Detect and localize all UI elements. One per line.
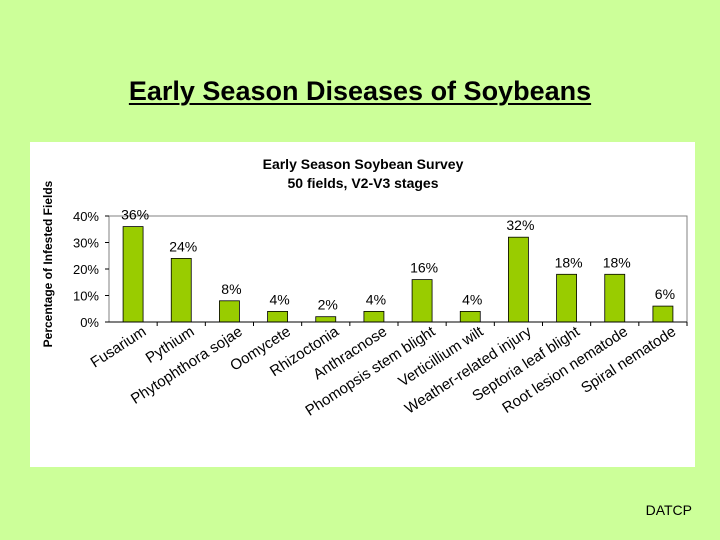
bar xyxy=(508,236,529,323)
bar xyxy=(556,273,577,323)
slide-title: Early Season Diseases of Soybeans xyxy=(128,76,592,106)
y-tick-label: 30% xyxy=(73,236,99,251)
y-axis-label: Percentage of Infested Fields xyxy=(41,180,55,347)
y-tick-label: 20% xyxy=(73,262,99,277)
bar xyxy=(459,310,481,323)
data-label: 4% xyxy=(366,291,386,307)
data-label: 32% xyxy=(506,217,534,233)
category-label: Fusarium xyxy=(88,323,150,371)
bar xyxy=(122,226,144,323)
data-label: 18% xyxy=(555,254,583,270)
footer-credit: DATCP xyxy=(645,502,692,518)
bar xyxy=(363,310,385,323)
bar xyxy=(652,305,674,323)
data-label: 2% xyxy=(318,297,338,313)
plot-area: 0%10%20%30%40% 36%Fusarium24%Pythium8%Phy… xyxy=(73,207,688,420)
data-label: 24% xyxy=(169,238,197,254)
data-label: 4% xyxy=(462,291,482,307)
data-label: 36% xyxy=(121,207,149,223)
data-label: 18% xyxy=(603,254,631,270)
bar xyxy=(315,316,337,323)
chart-title: Early Season Soybean Survey xyxy=(263,156,464,172)
data-label: 4% xyxy=(269,291,289,307)
y-tick-label: 40% xyxy=(73,209,99,224)
y-tick-label: 0% xyxy=(80,315,99,330)
bar-chart: Early Season Soybean Survey 50 fields, V… xyxy=(41,156,688,420)
data-label: 16% xyxy=(410,260,438,276)
bar xyxy=(170,258,192,323)
bar xyxy=(267,310,288,323)
chart-subtitle: 50 fields, V2-V3 stages xyxy=(288,175,439,191)
bar xyxy=(604,273,626,323)
bar xyxy=(411,279,433,323)
plot-frame xyxy=(108,215,688,323)
data-label: 6% xyxy=(655,286,675,302)
bar xyxy=(219,300,240,323)
y-tick-label: 10% xyxy=(73,289,99,304)
data-label: 8% xyxy=(221,281,241,297)
chart-panel: Early Season Soybean Survey 50 fields, V… xyxy=(30,142,695,467)
